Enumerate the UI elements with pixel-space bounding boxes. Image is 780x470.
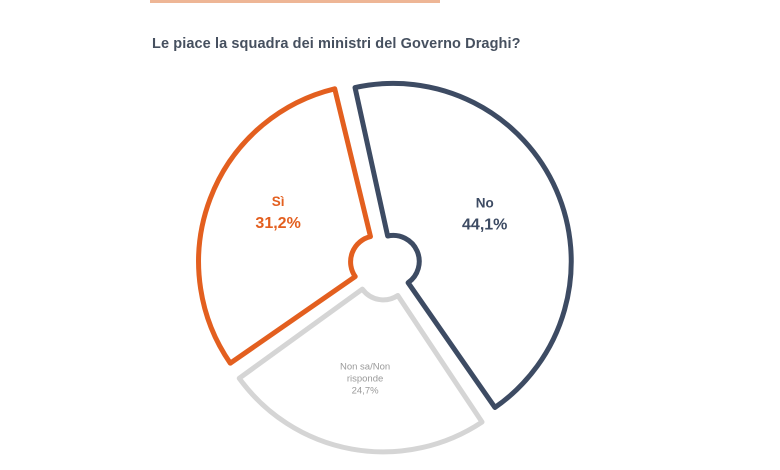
slice-value-non-sa: 24,7% [352,385,379,396]
slice-value-no: 44,1% [462,217,507,234]
slice-label-si: Sì [272,194,285,209]
slice-value-si: 31,2% [255,215,300,232]
pie-slices [196,80,574,455]
header-accent-rule [150,0,440,3]
slice-label-non-sa-line-1: Non sa/Non [340,361,390,372]
pie-slice-non-sa [236,286,485,455]
slice-label-non-sa-line-2: risponde [347,373,383,384]
pie-slice-si [196,86,373,366]
pie-slice-no [352,80,574,410]
chart-question-title: Le piace la squadra dei ministri del Gov… [152,36,521,52]
slice-label-no: No [476,196,494,211]
